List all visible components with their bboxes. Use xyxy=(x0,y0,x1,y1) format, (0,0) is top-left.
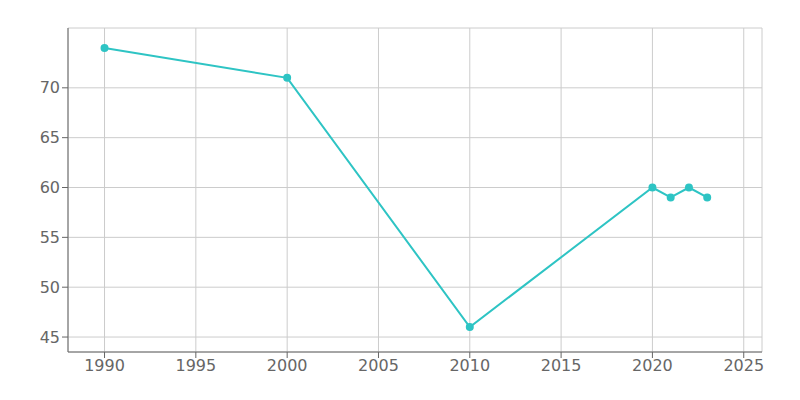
svg-text:55: 55 xyxy=(40,228,60,247)
svg-text:2000: 2000 xyxy=(267,356,308,375)
svg-text:45: 45 xyxy=(40,328,60,347)
svg-text:65: 65 xyxy=(40,128,60,147)
svg-text:2020: 2020 xyxy=(632,356,673,375)
svg-text:2015: 2015 xyxy=(541,356,582,375)
svg-text:2025: 2025 xyxy=(723,356,764,375)
svg-text:1990: 1990 xyxy=(84,356,125,375)
svg-text:1995: 1995 xyxy=(175,356,216,375)
svg-text:2010: 2010 xyxy=(449,356,490,375)
svg-text:2005: 2005 xyxy=(358,356,399,375)
svg-text:70: 70 xyxy=(40,78,60,97)
svg-text:50: 50 xyxy=(40,278,60,297)
svg-text:60: 60 xyxy=(40,178,60,197)
